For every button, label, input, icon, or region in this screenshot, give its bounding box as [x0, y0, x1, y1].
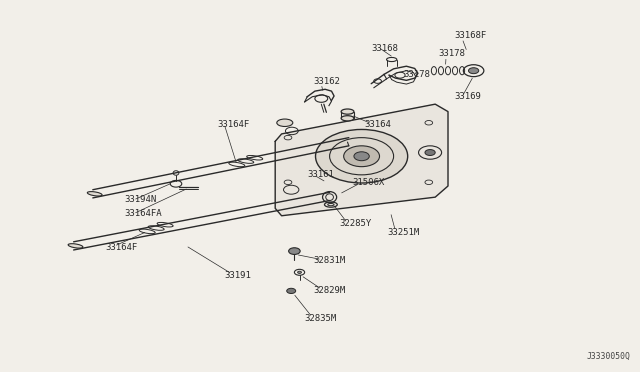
- Circle shape: [425, 150, 435, 155]
- Text: 32829M: 32829M: [314, 286, 346, 295]
- Text: 31506X: 31506X: [352, 178, 384, 187]
- Ellipse shape: [341, 109, 354, 114]
- Text: 32285Y: 32285Y: [339, 219, 371, 228]
- Ellipse shape: [277, 119, 293, 126]
- Text: 33164: 33164: [365, 120, 392, 129]
- Circle shape: [316, 129, 408, 183]
- Ellipse shape: [87, 192, 102, 196]
- Text: 33194N: 33194N: [125, 195, 157, 203]
- Text: 33178: 33178: [438, 49, 465, 58]
- Ellipse shape: [68, 244, 83, 248]
- Text: 32835M: 32835M: [304, 314, 336, 323]
- Text: 33168: 33168: [371, 44, 398, 53]
- Text: 33168F: 33168F: [454, 31, 486, 40]
- Text: 33162: 33162: [314, 77, 340, 86]
- Circle shape: [289, 248, 300, 254]
- Text: 33161: 33161: [307, 170, 334, 179]
- Text: 33191: 33191: [224, 271, 251, 280]
- Text: 33164F: 33164F: [106, 243, 138, 252]
- Ellipse shape: [341, 116, 354, 121]
- Text: 33178: 33178: [403, 70, 430, 79]
- Text: 33169: 33169: [454, 92, 481, 101]
- Circle shape: [287, 288, 296, 294]
- Polygon shape: [275, 104, 448, 216]
- Circle shape: [298, 271, 301, 273]
- Circle shape: [344, 146, 380, 167]
- Text: J3330050Q: J3330050Q: [586, 352, 630, 361]
- Circle shape: [354, 152, 369, 161]
- Circle shape: [468, 68, 479, 74]
- Text: 33164F: 33164F: [218, 120, 250, 129]
- Text: 33251M: 33251M: [387, 228, 419, 237]
- Text: 33164FA: 33164FA: [125, 209, 163, 218]
- Text: 32831M: 32831M: [314, 256, 346, 265]
